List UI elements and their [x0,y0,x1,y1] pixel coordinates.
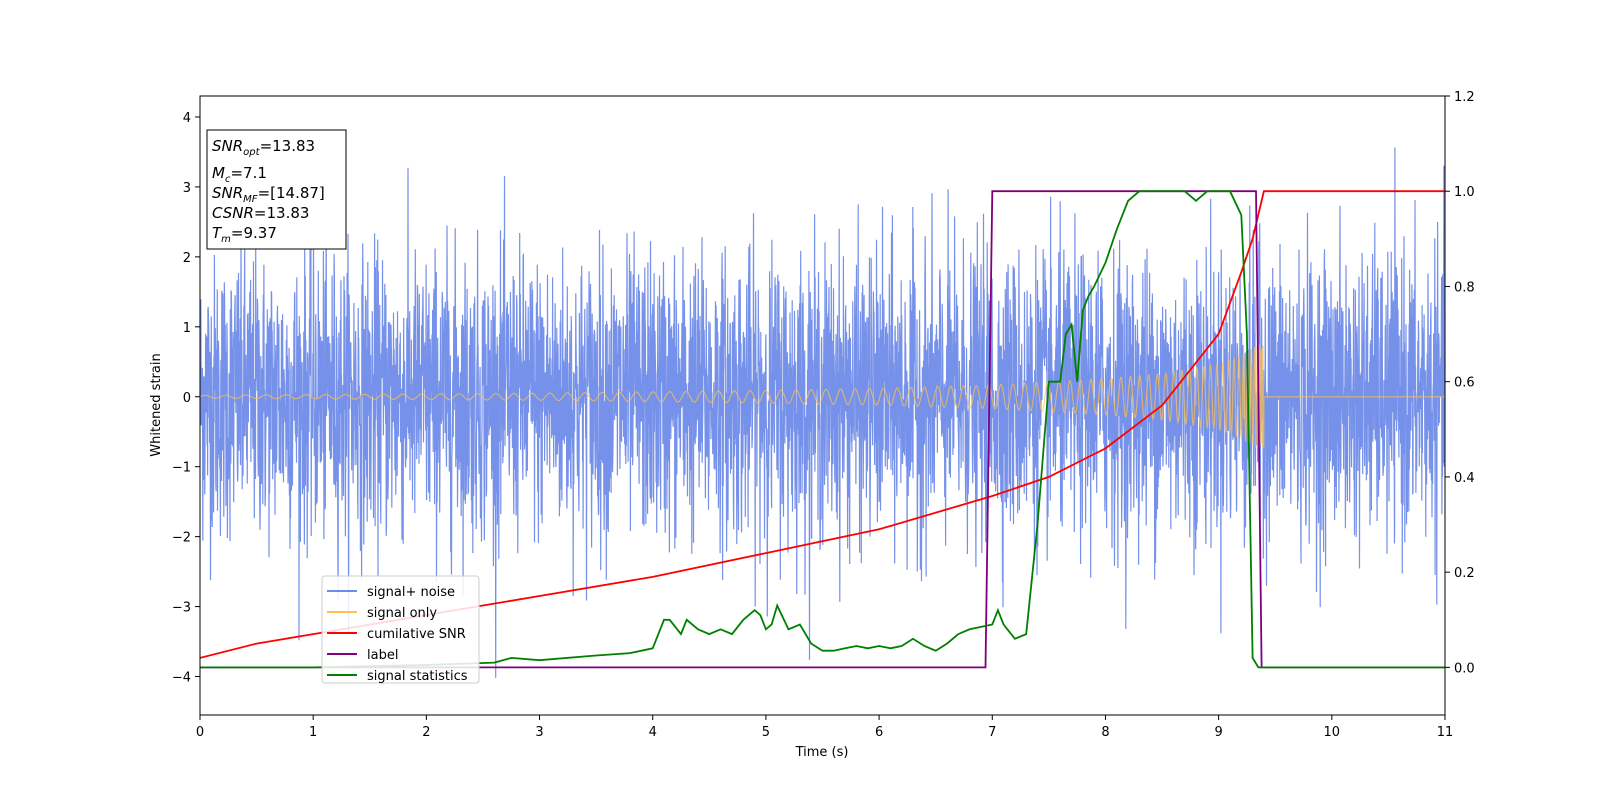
stat-snr-mf: SNRMF=[14.87] [212,184,325,205]
y-left-tick-label: −3 [172,601,191,616]
legend-label: signal+ noise [367,585,455,600]
x-axis: 0 1 2 3 4 5 6 7 8 9 10 11 [196,715,1453,740]
x-tick-label: 11 [1437,725,1454,740]
stats-box-frame [206,129,347,250]
y-left-tick-label: −4 [172,671,191,686]
x-tick-label: 6 [875,725,883,740]
y-right-tick-label: 0.6 [1454,376,1475,391]
legend-label: cumilative SNR [367,627,466,642]
x-axis-label: Time (s) [795,745,849,760]
y-axis-label: Whitened strain [149,353,164,456]
y-left-tick-label: 1 [183,321,191,336]
y-right-tick-label: 0.4 [1454,471,1475,486]
stat-snr-opt: SNRopt=13.83 [212,137,315,158]
y-right-tick-label: 0.8 [1454,280,1475,295]
x-tick-label: 8 [1101,725,1109,740]
y-axis-right: 1.2 1.0 0.8 0.6 0.4 0.2 0.0 [1445,90,1475,676]
legend-label: signal statistics [367,669,468,684]
legend: signal+ noise signal only cumilative SNR la… [321,575,480,684]
x-tick-label: 0 [196,725,204,740]
x-tick-label: 2 [422,725,430,740]
y-left-tick-label: 0 [183,391,191,406]
series-signal-statistics [200,190,1445,669]
y-left-tick-label: −1 [172,461,191,476]
legend-entries: signal+ noise signal only cumilative SNR la… [327,585,468,684]
y-left-tick-label: 4 [183,111,191,126]
stats-box: SNRopt=13.83 Mc=7.1 SNRMF=[14.87] CSNR=1… [206,129,347,250]
stat-csnr: CSNR=13.83 [212,204,309,222]
y-axis-left: 4 3 2 1 0 −1 −2 −3 −4 [172,111,200,686]
x-tick-label: 7 [988,725,996,740]
y-left-tick-label: 3 [183,181,191,196]
y-right-tick-label: 0.2 [1454,566,1475,581]
legend-label: label [367,648,398,663]
y-left-tick-label: −2 [172,531,191,546]
series-signal-only [200,344,1445,449]
x-tick-label: 3 [535,725,543,740]
x-tick-label: 9 [1214,725,1222,740]
legend-frame [321,575,480,684]
series-signal-noise [200,147,1445,679]
stat-tm: Tm=9.37 [212,224,277,245]
y-right-tick-label: 1.0 [1454,185,1475,200]
legend-label: signal only [367,606,437,621]
y-left-tick-label: 2 [183,251,191,266]
y-right-tick-label: 1.2 [1454,90,1475,105]
y-right-tick-label: 0.0 [1454,661,1475,676]
x-tick-label: 1 [309,725,317,740]
stat-mc: Mc=7.1 [212,164,267,185]
x-tick-label: 10 [1324,725,1341,740]
x-tick-label: 5 [762,725,770,740]
x-tick-label: 4 [649,725,657,740]
plot-frame [199,95,1446,716]
